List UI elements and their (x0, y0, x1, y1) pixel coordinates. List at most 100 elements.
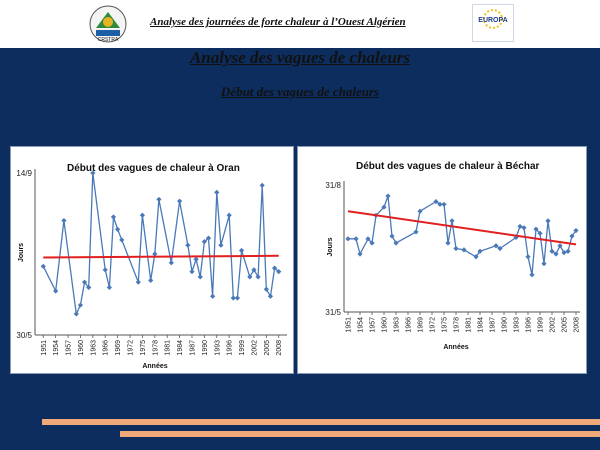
oran-xtick-label: 1972 (128, 340, 135, 356)
oran-data-point (73, 311, 79, 317)
bechar-xtick-label: 2002 (550, 317, 557, 333)
chart-oran-svg: Début des vagues de chaleur à Oran 14/9 30… (16, 163, 287, 370)
bechar-xtick-label: 1963 (394, 317, 401, 333)
oran-data-point (77, 302, 84, 308)
oran-xtick-label: 1951 (41, 340, 48, 356)
bechar-data-point (569, 233, 575, 239)
oran-data-point (119, 237, 125, 243)
bechar-data-point (433, 198, 439, 205)
bechar-xtick-label: 1975 (442, 317, 449, 333)
bechar-data-point (417, 208, 423, 214)
oran-data-point (259, 182, 265, 188)
oran-data-point (238, 247, 245, 254)
bechar-data-point (385, 193, 391, 199)
oran-data-point (230, 295, 236, 301)
bechar-xtick-label: 1954 (358, 317, 365, 333)
bechar-chart-title: Début des vagues de chaleur à Béchar (356, 161, 540, 172)
oran-data-point (210, 293, 216, 299)
bechar-data-point (553, 251, 559, 257)
bechar-data-point (449, 218, 455, 224)
bechar-xtick-label: 2008 (574, 317, 581, 333)
bechar-data-point (441, 201, 447, 207)
bechar-xtick-label: 1990 (502, 317, 509, 333)
bechar-data-point (557, 243, 563, 249)
oran-data-point (156, 196, 162, 203)
bechar-xtick-label: 2005 (562, 317, 569, 333)
oran-data-point (197, 274, 203, 280)
bechar-data-point (353, 236, 359, 242)
decorative-stripe-bottom (120, 431, 600, 437)
bechar-data-point (549, 248, 555, 254)
bechar-data-point (453, 245, 459, 252)
oran-data-point (234, 295, 241, 301)
bechar-trend-line (347, 210, 577, 246)
oran-data-point (135, 279, 141, 285)
subtitle: Début des vagues de chaleurs (220, 84, 380, 99)
bechar-xtick-label: 1996 (526, 317, 533, 333)
oran-xtick-label: 1954 (53, 340, 60, 356)
bechar-xtick-label: 1951 (346, 317, 353, 333)
oran-data-point (90, 170, 96, 176)
oran-xtick-label: 1981 (165, 340, 172, 356)
bechar-data-point (537, 230, 543, 236)
bechar-data-point (461, 247, 467, 253)
main-title: Analyse des vagues de chaleurs (189, 48, 411, 67)
bechar-xtick-label: 1984 (478, 317, 485, 333)
bechar-data-point (381, 204, 387, 210)
oran-data-point (152, 251, 158, 257)
chart-oran: Début des vagues de chaleur à Oran 14/9 30… (10, 146, 294, 374)
decorative-stripe-top (42, 419, 600, 425)
bechar-data-point (529, 272, 535, 278)
chart-bechar: Début des vagues de chaleur à Béchar 31/8… (297, 146, 587, 374)
bechar-xtick-label: 1978 (454, 317, 461, 333)
oran-data-point (189, 269, 195, 275)
bechar-data-point (445, 240, 451, 246)
bechar-xtick-label: 1957 (370, 317, 377, 333)
oran-data-point (201, 239, 207, 245)
bechar-data-point (497, 245, 503, 252)
bechar-data-point (369, 240, 375, 246)
bechar-data-point (565, 248, 571, 254)
bechar-data-point (413, 229, 419, 235)
crstra-logo: CRSTRA (88, 4, 128, 44)
chart-bechar-svg: Début des vagues de chaleur à Béchar 31/8… (325, 161, 581, 351)
oran-xtick-label: 1996 (227, 340, 234, 356)
bechar-ylabel: Jours (327, 237, 334, 256)
oran-ytick-label: 14/9 (16, 169, 32, 178)
europa-logo-text: EUROPA (478, 17, 507, 24)
oran-data-point (106, 284, 112, 291)
bechar-xtick-label: 1987 (490, 317, 497, 333)
bechar-data-point (573, 227, 579, 234)
oran-data-point (226, 212, 232, 218)
bechar-data-point (389, 233, 395, 239)
bechar-xtick-label: 1969 (418, 317, 425, 333)
oran-xtick-label: 1957 (66, 340, 73, 356)
oran-xtick-label: 1960 (78, 340, 85, 356)
crstra-logo-text: CRSTRA (98, 37, 119, 43)
bechar-xtick-label: 1993 (514, 317, 521, 333)
oran-data-point (61, 217, 67, 224)
bechar-data-point (345, 236, 351, 242)
bechar-xlabel: Années (443, 344, 468, 351)
bechar-data-point (541, 261, 547, 267)
oran-xtick-label: 1966 (103, 340, 110, 356)
oran-xtick-label: 1978 (152, 340, 159, 356)
bechar-data-point (533, 226, 539, 232)
oran-data-point (193, 256, 199, 262)
oran-data-point (168, 260, 174, 266)
oran-data-point (40, 263, 46, 269)
oran-xlabel: Années (142, 363, 167, 370)
bechar-xtick-label: 1981 (466, 317, 473, 333)
oran-xtick-label: 1975 (140, 340, 147, 356)
bechar-xtick-label: 1999 (538, 317, 545, 333)
oran-data-point (115, 226, 121, 232)
oran-xtick-label: 1999 (239, 340, 246, 356)
oran-data-point (218, 242, 224, 248)
oran-xtick-label: 1963 (90, 340, 97, 356)
oran-xtick-label: 2008 (276, 340, 283, 356)
bechar-data-point (493, 243, 499, 249)
oran-ylabel: Jours (18, 243, 25, 262)
bechar-xtick-label: 1960 (382, 317, 389, 333)
oran-xtick-label: 2002 (251, 340, 258, 356)
europa-logo: EUROPA (472, 4, 514, 42)
